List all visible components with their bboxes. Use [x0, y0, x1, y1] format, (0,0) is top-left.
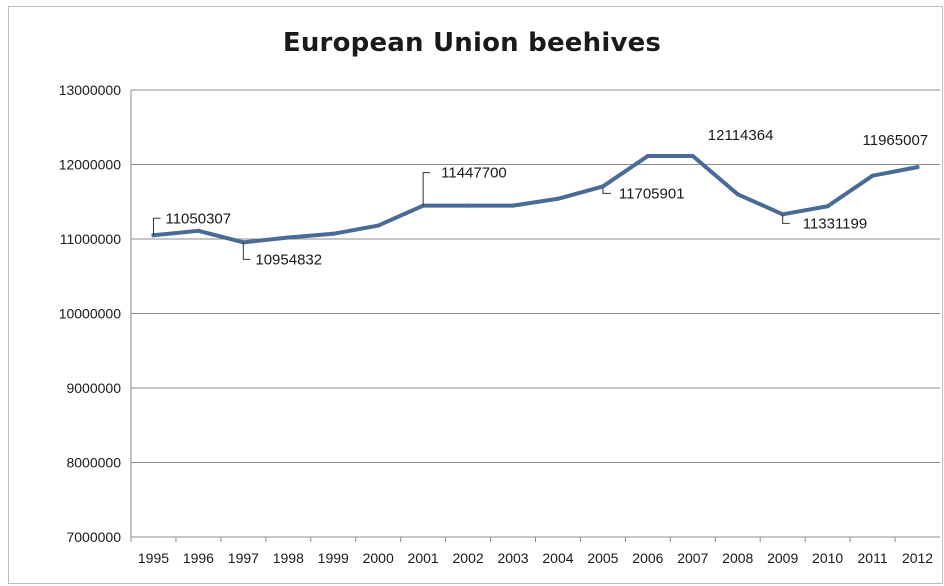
- x-tick-label: 2000: [363, 550, 394, 566]
- y-tick-label: 10000000: [59, 306, 122, 322]
- data-point: [466, 203, 471, 208]
- x-tick-label: 2007: [677, 550, 708, 566]
- chart-frame: [8, 6, 943, 584]
- x-tick-label: 1997: [228, 550, 259, 566]
- data-point: [735, 192, 740, 197]
- y-tick-label: 9000000: [66, 380, 121, 396]
- data-point: [331, 231, 336, 236]
- data-point: [915, 165, 920, 170]
- x-tick-label: 2008: [722, 550, 753, 566]
- data-point: [870, 173, 875, 178]
- data-point: [600, 184, 605, 189]
- data-point: [645, 153, 650, 158]
- x-tick-label: 1995: [138, 550, 169, 566]
- chart-title: European Union beehives: [282, 28, 662, 58]
- data-label-leader: [422, 172, 431, 206]
- data-label-leader: [782, 214, 790, 224]
- data-point: [690, 153, 695, 158]
- data-label: 11447700: [441, 165, 507, 182]
- data-label: 12114364: [708, 127, 774, 144]
- data-point: [511, 203, 516, 208]
- data-point: [196, 228, 201, 233]
- x-tick-label: 1999: [318, 550, 349, 566]
- data-label-leader: [152, 217, 161, 236]
- data-label-leader: [602, 188, 611, 194]
- x-tick-label: 2002: [453, 550, 484, 566]
- y-tick-label: 13000000: [59, 82, 122, 98]
- y-tick-label: 7000000: [66, 529, 121, 545]
- x-tick-label: 2010: [812, 550, 843, 566]
- data-label: 10954832: [255, 251, 322, 268]
- x-tick-label: 2006: [632, 550, 663, 566]
- data-label: 11965007: [863, 132, 929, 149]
- x-tick-label: 2012: [902, 550, 933, 566]
- data-label: 11331199: [803, 215, 868, 232]
- x-tick-label: 2005: [587, 550, 618, 566]
- x-tick-label: 2001: [408, 550, 439, 566]
- y-tick-label: 11000000: [60, 231, 121, 247]
- x-tick-label: 2011: [858, 550, 888, 566]
- x-tick-label: 2009: [767, 550, 798, 566]
- x-tick-label: 2003: [497, 550, 528, 566]
- x-tick-label: 1996: [183, 550, 214, 566]
- y-tick-label: 12000000: [59, 157, 122, 173]
- data-point: [376, 223, 381, 228]
- data-point: [825, 204, 830, 209]
- data-point: [555, 196, 560, 201]
- data-label: 11705901: [619, 185, 685, 202]
- x-tick-label: 2004: [542, 550, 573, 566]
- data-label: 11050307: [165, 210, 231, 227]
- y-tick-label: 8000000: [66, 455, 121, 471]
- x-tick-label: 1998: [273, 550, 304, 566]
- data-label-leader: [242, 242, 251, 260]
- series-line: [151, 153, 920, 245]
- data-point: [286, 235, 291, 240]
